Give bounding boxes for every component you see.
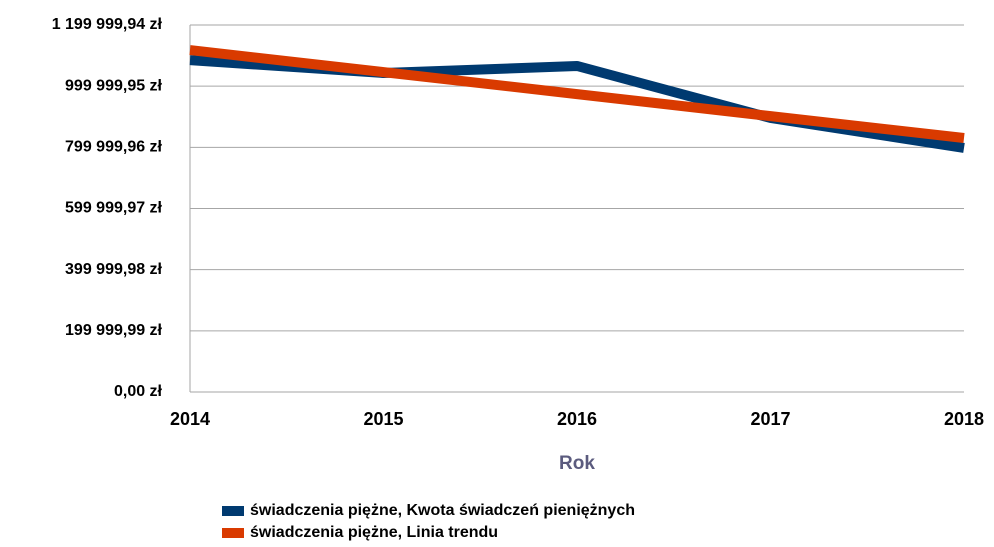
x-tick-label: 2016: [557, 409, 597, 429]
legend-swatch: [222, 506, 244, 516]
legend-label: świadczenia piężne, Kwota świadczeń pien…: [250, 502, 635, 519]
x-tick-label: 2014: [170, 409, 210, 429]
y-tick-label: 0,00 zł: [114, 383, 163, 400]
data-line: [189, 45, 965, 143]
y-tick-label: 1 199 999,94 zł: [52, 16, 163, 33]
y-tick-label: 599 999,97 zł: [65, 200, 163, 217]
x-tick-label: 2018: [944, 409, 984, 429]
data-line: [189, 55, 965, 153]
x-tick-label: 2017: [750, 409, 790, 429]
y-tick-label: 999 999,95 zł: [65, 77, 163, 94]
y-tick-label: 799 999,96 zł: [65, 139, 163, 156]
y-tick-label: 399 999,98 zł: [65, 261, 163, 278]
x-axis-label: Rok: [559, 453, 595, 474]
y-tick-label: 199 999,99 zł: [65, 322, 163, 339]
legend-label: świadczenia piężne, Linia trendu: [250, 524, 498, 541]
legend-swatch: [222, 528, 244, 538]
x-tick-label: 2015: [363, 409, 403, 429]
